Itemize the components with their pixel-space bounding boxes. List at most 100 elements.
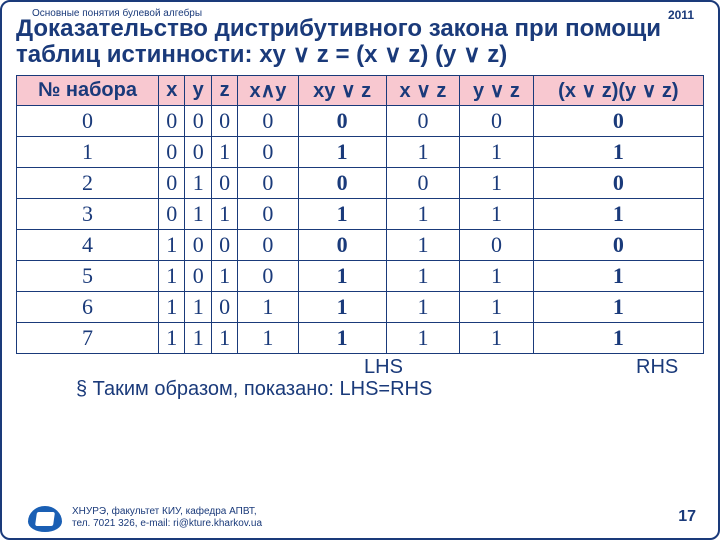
conclusion-text: § Таким образом, показано: LHS=RHS xyxy=(76,378,704,401)
table-cell: 1 xyxy=(298,260,386,291)
footer-line2: тел. 7021 326, e-mail: ri@kture.kharkov.… xyxy=(72,518,262,529)
table-cell: 0 xyxy=(159,105,185,136)
table-cell: 0 xyxy=(533,105,703,136)
table-cell: 1 xyxy=(298,136,386,167)
table-cell: 0 xyxy=(159,136,185,167)
table-header-cell: y ∨ z xyxy=(460,75,534,105)
table-cell: 0 xyxy=(211,105,237,136)
table-cell: 0 xyxy=(211,291,237,322)
table-cell: 4 xyxy=(17,229,159,260)
table-header-cell: xy ∨ z xyxy=(298,75,386,105)
table-row: 611011111 xyxy=(17,291,704,322)
lhs-label: LHS xyxy=(364,356,403,379)
slide-title: Доказательство дистрибутивного закона пр… xyxy=(16,16,704,69)
table-cell: 1 xyxy=(533,198,703,229)
table-cell: 1 xyxy=(238,291,298,322)
breadcrumb: Основные понятия булевой алгебры xyxy=(32,8,202,19)
table-cell: 1 xyxy=(386,136,460,167)
table-cell: 1 xyxy=(159,322,185,353)
table-cell: 1 xyxy=(533,322,703,353)
truth-table: № набораxyzx∧yxy ∨ zx ∨ zy ∨ z(x ∨ z)(y … xyxy=(16,75,704,354)
table-cell: 0 xyxy=(533,229,703,260)
table-cell: 1 xyxy=(460,167,534,198)
table-cell: 0 xyxy=(386,105,460,136)
table-cell: 1 xyxy=(185,291,211,322)
table-header-cell: z xyxy=(211,75,237,105)
table-row: 711111111 xyxy=(17,322,704,353)
footer-line1: ХНУРЭ, факультет КИУ, кафедра АПВТ, xyxy=(72,506,257,517)
table-cell: 0 xyxy=(17,105,159,136)
table-header-cell: y xyxy=(185,75,211,105)
table-cell: 0 xyxy=(159,167,185,198)
table-cell: 0 xyxy=(211,229,237,260)
table-cell: 0 xyxy=(185,105,211,136)
table-row: 201000010 xyxy=(17,167,704,198)
table-cell: 0 xyxy=(460,229,534,260)
table-cell: 0 xyxy=(185,229,211,260)
table-cell: 1 xyxy=(386,291,460,322)
table-cell: 0 xyxy=(238,167,298,198)
rhs-label: RHS xyxy=(636,356,678,379)
table-row: 000000000 xyxy=(17,105,704,136)
table-cell: 1 xyxy=(460,198,534,229)
table-cell: 1 xyxy=(211,322,237,353)
table-cell: 0 xyxy=(298,105,386,136)
table-cell: 1 xyxy=(533,260,703,291)
table-cell: 1 xyxy=(533,291,703,322)
table-cell: 0 xyxy=(238,105,298,136)
table-cell: 1 xyxy=(298,198,386,229)
table-header-cell: x xyxy=(159,75,185,105)
table-cell: 1 xyxy=(159,229,185,260)
table-header-cell: x∧y xyxy=(238,75,298,105)
table-cell: 5 xyxy=(17,260,159,291)
table-cell: 1 xyxy=(460,291,534,322)
table-header-cell: № набора xyxy=(17,75,159,105)
table-row: 301101111 xyxy=(17,198,704,229)
table-cell: 0 xyxy=(533,167,703,198)
table-row: 510101111 xyxy=(17,260,704,291)
table-cell: 1 xyxy=(238,322,298,353)
table-cell: 1 xyxy=(298,322,386,353)
page-number: 17 xyxy=(678,508,696,526)
table-cell: 0 xyxy=(185,136,211,167)
table-cell: 1 xyxy=(386,322,460,353)
table-cell: 0 xyxy=(185,260,211,291)
table-cell: 0 xyxy=(386,167,460,198)
table-cell: 0 xyxy=(460,105,534,136)
table-cell: 0 xyxy=(211,167,237,198)
table-cell: 0 xyxy=(238,229,298,260)
table-cell: 3 xyxy=(17,198,159,229)
table-cell: 1 xyxy=(298,291,386,322)
below-table: LHS RHS § Таким образом, показано: LHS=R… xyxy=(16,356,704,401)
table-cell: 0 xyxy=(159,198,185,229)
university-logo xyxy=(28,506,62,532)
table-row: 100101111 xyxy=(17,136,704,167)
table-cell: 0 xyxy=(298,167,386,198)
table-cell: 1 xyxy=(185,322,211,353)
table-cell: 1 xyxy=(159,260,185,291)
table-cell: 1 xyxy=(386,229,460,260)
table-header-cell: x ∨ z xyxy=(386,75,460,105)
table-cell: 1 xyxy=(211,198,237,229)
table-cell: 1 xyxy=(211,136,237,167)
table-cell: 7 xyxy=(17,322,159,353)
table-cell: 1 xyxy=(185,198,211,229)
table-cell: 0 xyxy=(238,260,298,291)
table-cell: 1 xyxy=(460,322,534,353)
table-cell: 1 xyxy=(386,198,460,229)
table-cell: 1 xyxy=(460,260,534,291)
table-cell: 1 xyxy=(185,167,211,198)
table-row: 410000100 xyxy=(17,229,704,260)
table-cell: 1 xyxy=(159,291,185,322)
table-cell: 1 xyxy=(533,136,703,167)
table-cell: 2 xyxy=(17,167,159,198)
table-header-cell: (x ∨ z)(y ∨ z) xyxy=(533,75,703,105)
table-cell: 6 xyxy=(17,291,159,322)
footer-text: ХНУРЭ, факультет КИУ, кафедра АПВТ, тел.… xyxy=(72,506,262,530)
slide-frame: Основные понятия булевой алгебры 2011 До… xyxy=(0,0,720,540)
table-cell: 0 xyxy=(298,229,386,260)
year-label: 2011 xyxy=(668,8,694,22)
table-cell: 0 xyxy=(238,136,298,167)
table-cell: 1 xyxy=(211,260,237,291)
table-cell: 0 xyxy=(238,198,298,229)
